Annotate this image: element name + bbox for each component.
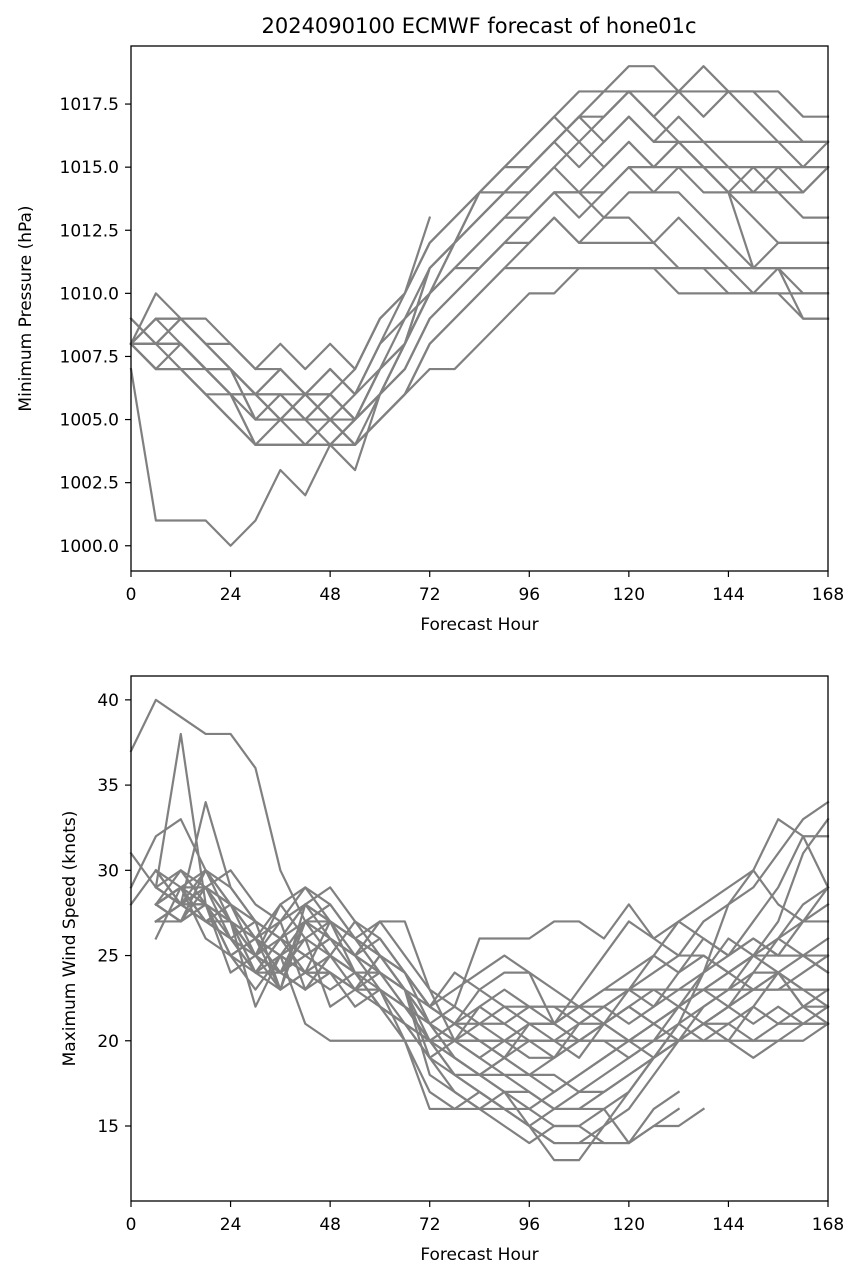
wind-x-axis-label: Forecast Hour <box>420 1245 538 1265</box>
pressure-x-axis-label: Forecast Hour <box>420 615 538 635</box>
wind-x-tick-label: 168 <box>812 1215 844 1235</box>
wind-series-line-21 <box>154 886 706 1145</box>
wind-y-tick-label: 20 <box>97 1032 119 1052</box>
pressure-y-tick-label: 1002.5 <box>60 474 119 494</box>
wind-panel: 0 24 48 72 96 120 144 168 15 20 25 30 35 40 Forecast H… <box>60 675 844 1265</box>
pressure-y-tick-label: 1017.5 <box>60 95 119 115</box>
pressure-x-tick-label: 96 <box>518 585 540 605</box>
pressure-y-tick-label: 1007.5 <box>60 347 119 367</box>
wind-y-tick-label: 40 <box>97 691 119 711</box>
pressure-series-group <box>129 65 830 547</box>
pressure-series-line-15 <box>129 115 830 421</box>
pressure-x-tick-label: 48 <box>319 585 341 605</box>
wind-series-line-22 <box>154 903 830 1042</box>
wind-x-tick-label: 0 <box>126 1215 137 1235</box>
wind-series-line-26 <box>154 886 830 1059</box>
pressure-y-tick-label: 1000.0 <box>60 537 119 557</box>
wind-y-tick-label: 35 <box>97 776 119 796</box>
wind-series-line-24 <box>154 886 830 1025</box>
wind-x-tick-label: 120 <box>613 1215 645 1235</box>
pressure-x-tick-label: 120 <box>613 585 645 605</box>
wind-x-tick-label: 24 <box>220 1215 242 1235</box>
pressure-x-tick-label: 144 <box>712 585 744 605</box>
pressure-y-axis-label: Minimum Pressure (hPa) <box>16 205 36 411</box>
wind-y-axis-label: Maximum Wind Speed (knots) <box>60 811 80 1067</box>
pressure-x-tick-label: 24 <box>220 585 242 605</box>
wind-y-tick-label: 15 <box>97 1117 119 1137</box>
pressure-series-line-12 <box>129 267 830 446</box>
wind-series-line-20 <box>154 869 681 1145</box>
wind-series-line-18 <box>154 868 830 1059</box>
pressure-x-tick-label: 0 <box>126 585 137 605</box>
wind-x-tick-label: 48 <box>319 1215 341 1235</box>
pressure-y-tick-label: 1005.0 <box>60 411 119 431</box>
wind-x-tick-label: 72 <box>419 1215 441 1235</box>
wind-series-group <box>129 698 830 1162</box>
wind-series-line-25 <box>154 885 830 1042</box>
wind-axes-frame <box>130 675 829 1202</box>
chart-title: 2024090100 ECMWF forecast of hone01c <box>261 14 696 38</box>
pressure-axes-frame <box>130 45 829 572</box>
pressure-panel: 0 24 48 72 96 120 144 168 1000.0 1002.5 1005.0 1007… <box>16 45 844 635</box>
wind-x-tick-label: 144 <box>712 1215 744 1235</box>
wind-series-line-23 <box>154 869 830 1076</box>
wind-y-tick-label: 30 <box>97 861 119 881</box>
wind-x-tick-label: 96 <box>518 1215 540 1235</box>
wind-y-tick-label: 25 <box>97 947 119 967</box>
pressure-x-tick-label: 168 <box>812 585 844 605</box>
pressure-y-tick-label: 1015.0 <box>60 158 119 178</box>
pressure-y-tick-label: 1010.0 <box>60 284 119 304</box>
pressure-x-tick-label: 72 <box>419 585 441 605</box>
pressure-y-tick-label: 1012.5 <box>60 221 119 241</box>
pressure-series-line-16 <box>129 90 830 446</box>
